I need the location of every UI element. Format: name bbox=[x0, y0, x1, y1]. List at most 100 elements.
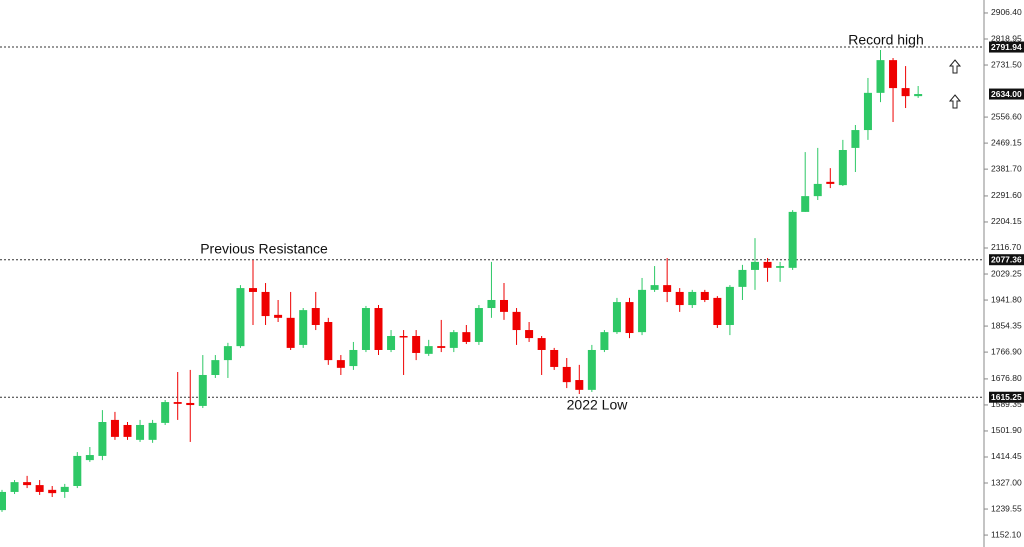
candle-body bbox=[638, 289, 647, 333]
y-tick-label: 2381.70 bbox=[991, 163, 1022, 173]
candle-body bbox=[587, 349, 596, 390]
candle-body bbox=[462, 332, 471, 342]
candle-body bbox=[186, 402, 195, 406]
candle-body bbox=[349, 349, 358, 367]
candle-body bbox=[650, 285, 659, 290]
y-tick-label: 1327.00 bbox=[991, 477, 1022, 487]
candle-body bbox=[901, 88, 910, 97]
candle-body bbox=[537, 338, 546, 350]
candle-body bbox=[751, 261, 759, 270]
candle-body bbox=[299, 310, 308, 345]
candle-body bbox=[336, 360, 345, 368]
candle-body bbox=[738, 269, 747, 287]
candle-body bbox=[600, 332, 609, 350]
price-label: 2791.94 bbox=[991, 42, 1022, 52]
candle-body bbox=[48, 489, 57, 494]
price-label-box bbox=[989, 41, 1024, 53]
candle-body bbox=[863, 92, 872, 131]
y-tick-label: 2906.40 bbox=[991, 7, 1022, 17]
y-tick-label: 2469.15 bbox=[991, 137, 1022, 147]
candle-body bbox=[851, 130, 860, 148]
candle-body bbox=[688, 291, 697, 306]
candle-body bbox=[813, 183, 822, 197]
price-label-box bbox=[989, 254, 1024, 266]
candle-body bbox=[110, 419, 119, 437]
candle-body bbox=[374, 308, 383, 350]
candle-body bbox=[788, 211, 797, 268]
y-tick-label: 1854.35 bbox=[991, 320, 1022, 330]
y-tick-label: 1239.55 bbox=[991, 503, 1022, 513]
candle-body bbox=[148, 422, 157, 440]
price-label: 2634.00 bbox=[991, 89, 1022, 99]
candle-body bbox=[449, 332, 458, 348]
y-tick-label: 2731.50 bbox=[991, 59, 1022, 69]
price-label: 1615.25 bbox=[991, 392, 1022, 402]
candle-body bbox=[562, 366, 571, 383]
up-arrow-icon bbox=[948, 59, 962, 74]
candle-body bbox=[23, 482, 32, 486]
candle-body bbox=[725, 286, 734, 325]
y-tick-label: 2204.15 bbox=[991, 216, 1022, 226]
candle-body bbox=[625, 302, 634, 334]
y-tick-label: 2818.95 bbox=[991, 33, 1022, 43]
candle-body bbox=[173, 402, 182, 404]
candle-body bbox=[826, 181, 835, 184]
candle-body bbox=[161, 402, 170, 423]
candle-body bbox=[575, 380, 584, 390]
candle-body bbox=[437, 346, 446, 348]
annotation: Record high bbox=[848, 32, 924, 48]
candle-body bbox=[261, 291, 270, 317]
price-label-box bbox=[989, 391, 1024, 403]
candle-body bbox=[223, 346, 232, 361]
candle-body bbox=[763, 261, 772, 268]
candle-body bbox=[675, 291, 684, 306]
annotation: 2022 Low bbox=[567, 397, 629, 413]
y-tick-label: 1414.45 bbox=[991, 451, 1022, 461]
candle-body bbox=[612, 302, 621, 333]
candle-body bbox=[424, 346, 433, 354]
candle-body bbox=[474, 308, 483, 342]
candle-body bbox=[525, 330, 534, 339]
candle-body bbox=[776, 266, 785, 268]
y-tick-label: 1766.90 bbox=[991, 346, 1022, 356]
candle-body bbox=[399, 335, 408, 338]
candle-body bbox=[60, 486, 69, 492]
candle-body bbox=[663, 285, 672, 292]
candle-body bbox=[487, 299, 496, 309]
candle-body bbox=[123, 424, 132, 437]
candle-body bbox=[387, 335, 396, 350]
candle-body bbox=[889, 60, 898, 89]
candle-body bbox=[35, 485, 44, 492]
candle-body bbox=[838, 149, 847, 186]
price-label-box bbox=[989, 88, 1024, 100]
candle-body bbox=[412, 335, 421, 353]
candle-body bbox=[713, 297, 722, 325]
candle-body bbox=[324, 322, 333, 361]
candle-body bbox=[512, 311, 521, 331]
y-tick-label: 1152.10 bbox=[991, 529, 1021, 539]
y-tick-label: 2556.60 bbox=[991, 111, 1022, 121]
y-tick-label: 2029.25 bbox=[991, 268, 1022, 278]
candle-body bbox=[249, 288, 257, 292]
candle-body bbox=[286, 317, 295, 348]
candle-body bbox=[98, 422, 107, 456]
y-tick-label: 2116.70 bbox=[991, 242, 1021, 252]
candle-body bbox=[311, 308, 320, 325]
y-tick-label: 1501.90 bbox=[991, 425, 1022, 435]
candle-body bbox=[274, 314, 283, 318]
up-arrow-icon bbox=[948, 94, 962, 109]
y-tick-label: 1589.35 bbox=[991, 399, 1022, 409]
candle-body bbox=[700, 291, 709, 300]
candle-body bbox=[85, 455, 94, 461]
annotation: Previous Resistance bbox=[200, 241, 328, 257]
candle-body bbox=[136, 424, 145, 440]
candle-body bbox=[801, 196, 810, 212]
candle-body bbox=[550, 349, 559, 367]
price-label: 2077.36 bbox=[991, 254, 1022, 264]
y-tick-label: 1941.80 bbox=[991, 294, 1022, 304]
candle-body bbox=[500, 299, 508, 312]
y-tick-label: 2291.60 bbox=[991, 190, 1022, 200]
candle-body bbox=[914, 94, 923, 97]
